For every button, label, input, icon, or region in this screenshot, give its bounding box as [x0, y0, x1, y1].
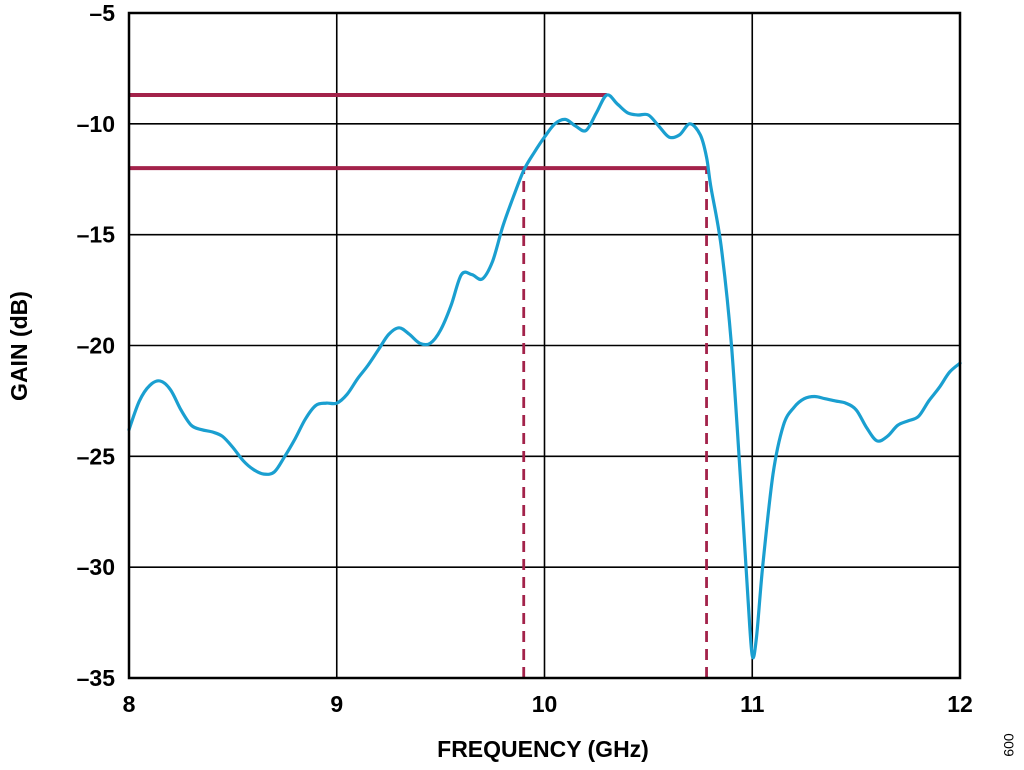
- y-tick-label: –25: [77, 443, 116, 469]
- y-tick-label: –20: [77, 333, 115, 359]
- annotations: [129, 93, 708, 678]
- grid: [128, 12, 961, 679]
- x-tick-label: 8: [123, 691, 136, 717]
- x-axis-label: FREQUENCY (GHz): [437, 736, 649, 762]
- y-tick-label: –5: [89, 0, 115, 26]
- x-tick-labels: 8 9 10 11 12: [123, 691, 973, 717]
- y-tick-labels: –5 –10 –15 –20 –25 –30 –35: [77, 0, 116, 691]
- y-tick-label: –15: [77, 222, 116, 248]
- gain-curve: [127, 93, 962, 660]
- plot-frame: [127, 11, 962, 680]
- y-axis-label: GAIN (dB): [6, 291, 32, 401]
- figure-id: 009: [1001, 733, 1017, 757]
- x-tick-label: 12: [947, 691, 973, 717]
- y-tick-label: –10: [77, 111, 115, 137]
- x-tick-label: 10: [532, 691, 558, 717]
- y-tick-label: –35: [77, 665, 116, 691]
- x-tick-label: 11: [740, 691, 765, 717]
- x-tick-label: 9: [330, 691, 343, 717]
- y-tick-label: –30: [77, 554, 115, 580]
